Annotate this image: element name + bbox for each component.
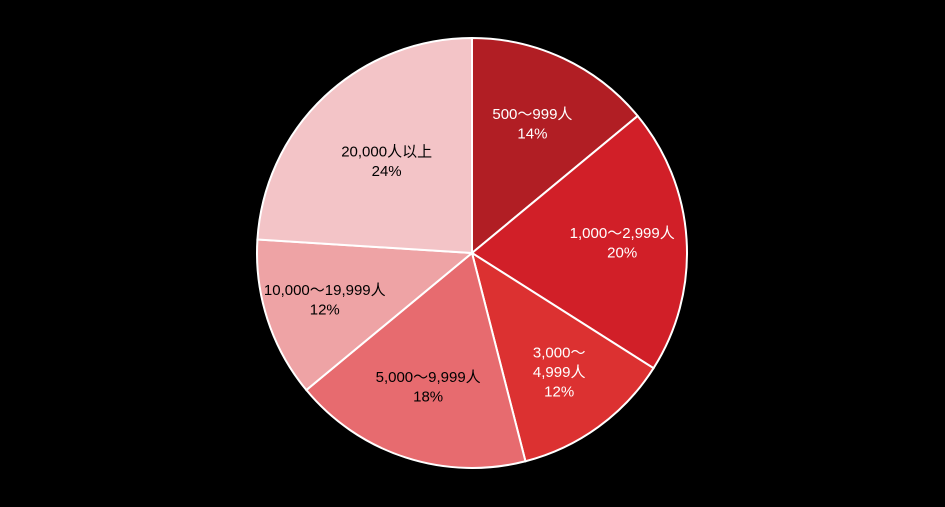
- pie-slice-label-line: 18%: [413, 389, 443, 406]
- pie-slice-label-line: 24%: [372, 163, 402, 180]
- pie-chart: 500～999人 14% 1,000～2,999人 20% 3,000～ 4,999人 12…: [0, 0, 945, 507]
- pie-slice-label-line: 5,000～9,999人: [376, 369, 481, 386]
- pie-chart-container: 500～999人 14% 1,000～2,999人 20% 3,000～ 4,999人 12…: [0, 0, 945, 507]
- pie-slice-label-line: 20,000人以上: [341, 143, 432, 160]
- pie-slice-label-line: 4,999人: [533, 364, 586, 381]
- pie-slice-label-line: 500～999人: [492, 106, 572, 123]
- pie-slice-label-line: 3,000～: [533, 344, 586, 361]
- pie-slice-label-line: 12%: [544, 383, 574, 400]
- pie-slice-label-line: 1,000～2,999人: [570, 225, 675, 242]
- pie-slice-label-line: 20%: [607, 244, 637, 261]
- pie-slice-label-line: 10,000～19,999人: [264, 282, 386, 299]
- pie-slice-label-line: 12%: [310, 302, 340, 319]
- pie-slice-label-line: 14%: [517, 125, 547, 142]
